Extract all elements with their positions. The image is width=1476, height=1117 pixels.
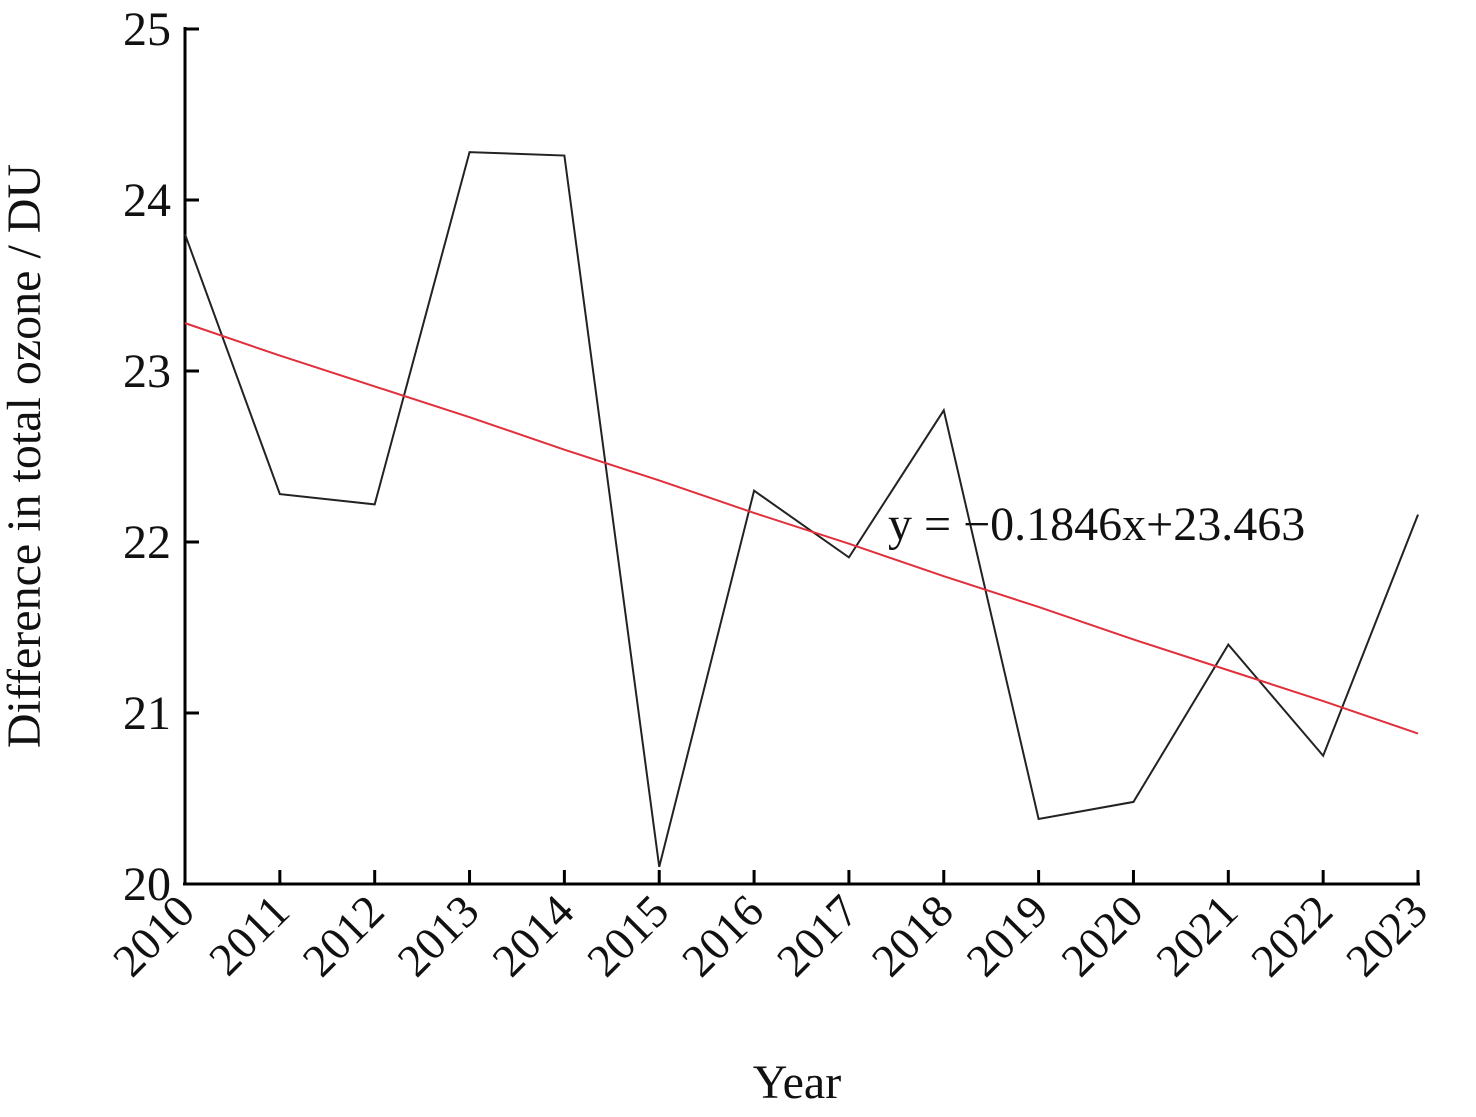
trend-equation: y = −0.1846x+23.463 bbox=[888, 498, 1305, 551]
y-axis-title: Difference in total ozone / DU bbox=[0, 164, 51, 748]
trend-line bbox=[184, 322, 1419, 735]
x-tick-label: 2017 bbox=[767, 885, 868, 986]
y-tick-label: 20 bbox=[123, 858, 171, 911]
x-tick-label: 2016 bbox=[672, 885, 773, 986]
x-tick-label: 2019 bbox=[957, 885, 1058, 986]
x-tick-label: 2018 bbox=[862, 885, 963, 986]
y-tick-label: 23 bbox=[123, 345, 171, 398]
x-tick-label: 2014 bbox=[482, 885, 583, 986]
y-tick-label: 22 bbox=[123, 516, 171, 569]
x-tick-label: 2012 bbox=[293, 885, 394, 986]
x-tick-label: 2020 bbox=[1051, 885, 1152, 986]
x-tick-label: 2022 bbox=[1241, 885, 1342, 986]
y-tick-label: 25 bbox=[123, 3, 171, 56]
x-axis-title: Year bbox=[753, 1056, 841, 1109]
x-tick-label: 2010 bbox=[103, 885, 204, 986]
x-tick-label: 2013 bbox=[387, 885, 488, 986]
x-tick-label: 2021 bbox=[1146, 885, 1247, 986]
y-tick-label: 21 bbox=[123, 687, 171, 740]
x-tick-label: 2015 bbox=[577, 885, 678, 986]
x-tick-label: 2011 bbox=[199, 885, 299, 985]
y-tick-label: 24 bbox=[123, 174, 171, 227]
x-tick-label: 2023 bbox=[1336, 885, 1437, 986]
data-line bbox=[184, 151, 1419, 868]
